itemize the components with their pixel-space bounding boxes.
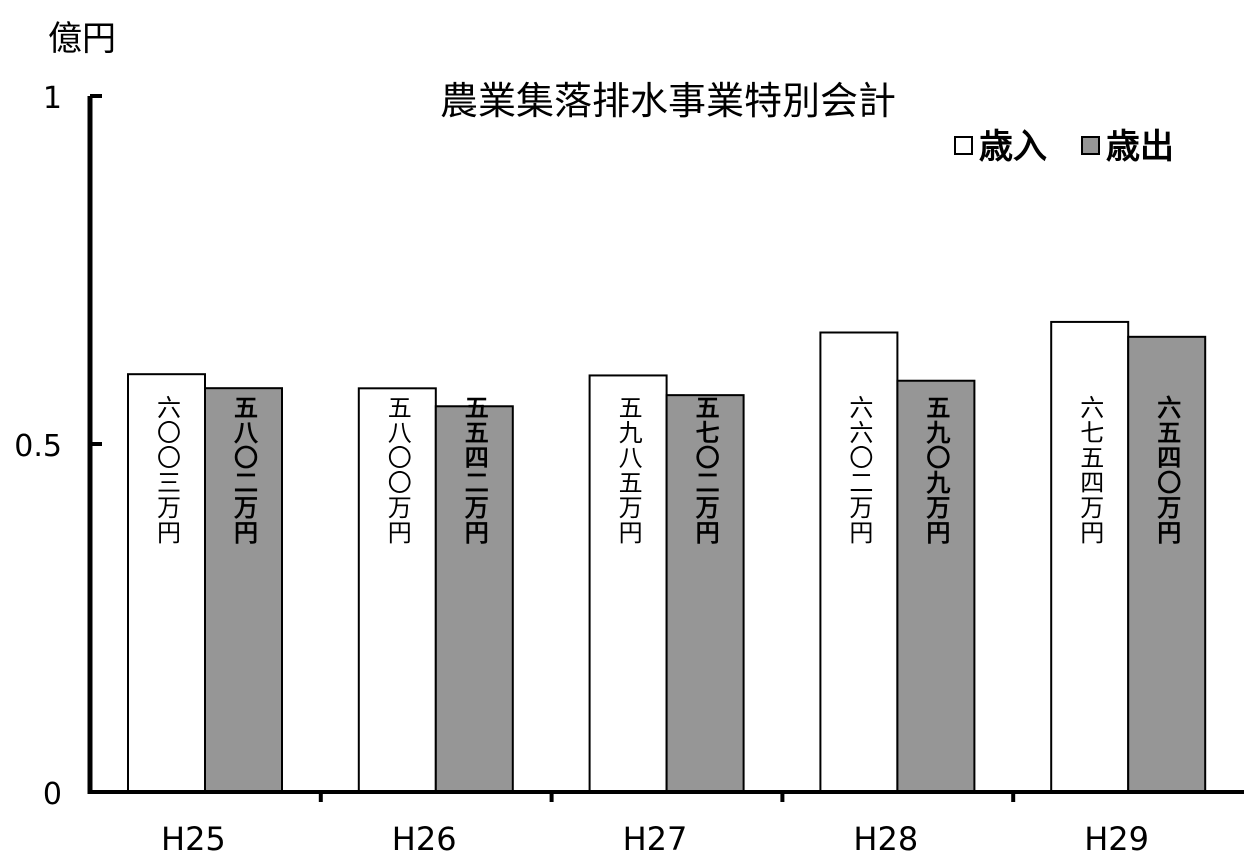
legend-swatch <box>1081 136 1100 155</box>
bar-value-label: 六六〇二万円 <box>845 395 873 545</box>
x-tick-label: H25 <box>161 820 226 858</box>
x-tick-label: H26 <box>392 820 457 858</box>
bar-value-label: 五五四二万円 <box>460 395 488 545</box>
chart-title: 農業集落排水事業特別会計 <box>440 79 896 123</box>
bar-value-label: 五八〇〇万円 <box>383 395 411 545</box>
bar-revenue-H29 <box>1050 320 1130 793</box>
unit-label: 億円 <box>48 19 116 59</box>
legend-label: 歳出 <box>1106 127 1174 167</box>
bar-revenue-H28 <box>819 331 899 793</box>
legend-swatch <box>954 136 973 155</box>
bar-value-label: 六〇〇三万円 <box>153 395 181 545</box>
bar-value-label: 五九八五万円 <box>614 395 642 545</box>
x-tick-label: H27 <box>623 820 688 858</box>
x-tick-label: H28 <box>853 820 918 858</box>
y-tick-label: 0.5 <box>14 429 62 464</box>
bar-revenue-H25 <box>127 373 206 793</box>
bar-revenue-H27 <box>588 374 668 793</box>
y-tick-label: 0 <box>43 777 62 812</box>
bar-value-label: 五九〇九万円 <box>922 395 951 545</box>
bar-expenditure-H26 <box>434 405 514 793</box>
axes: 0 0.5 1 H25 H26 H27 H28 H29 <box>14 81 1244 858</box>
bar-value-label: 六五四〇万円 <box>1153 395 1181 545</box>
bar-revenue-H26 <box>357 387 437 793</box>
legend: 歳入 歳出 <box>954 127 1174 167</box>
legend-label: 歳入 <box>979 127 1047 167</box>
bar-value-label: 五七〇二万円 <box>691 395 719 545</box>
bar-value-label: 五八〇二万円 <box>230 395 258 545</box>
y-tick-label: 1 <box>43 81 62 116</box>
x-tick-label: H29 <box>1084 820 1149 858</box>
bars: 六〇〇三万円 五八〇〇万円 五九八五万円 六六〇二万円 六七五四万円 五八〇二万円 五五四二… <box>127 320 1207 793</box>
bar-expenditure-H28 <box>896 379 976 793</box>
bar-value-label: 六七五四万円 <box>1076 395 1104 545</box>
